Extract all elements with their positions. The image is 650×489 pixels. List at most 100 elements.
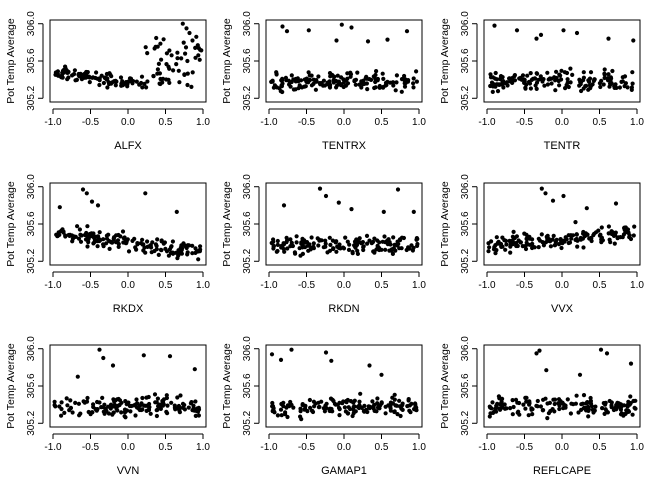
scatter-point <box>397 398 402 403</box>
scatter-point <box>126 249 132 254</box>
scatter-point <box>499 244 504 249</box>
scatter-point <box>316 74 321 79</box>
scatter-point <box>307 77 313 83</box>
scatter-point <box>159 248 164 253</box>
y-tick-label: 305.2 <box>242 85 253 110</box>
y-tick-label: 306.0 <box>242 174 253 199</box>
scatter-point <box>553 243 558 248</box>
scatter-point <box>488 411 493 416</box>
scatter-point <box>305 243 310 248</box>
y-tick-label: 305.6 <box>26 373 37 398</box>
scatter-point <box>282 249 287 254</box>
scatter-point <box>323 244 328 249</box>
y-tick-label: 306.0 <box>26 336 37 361</box>
scatter-point <box>398 413 403 419</box>
y-tick-label: 305.6 <box>26 211 37 236</box>
scatter-point <box>288 399 293 405</box>
scatter-point <box>399 246 404 251</box>
scatter-point <box>196 53 201 58</box>
scatter-point <box>372 236 377 241</box>
scatter-point <box>492 245 497 250</box>
scatter-point <box>105 85 110 90</box>
scatter-point <box>133 413 138 418</box>
scatter-point <box>609 405 614 410</box>
scatter-point <box>193 246 198 251</box>
scatter-point <box>358 404 363 409</box>
scatter-point <box>399 89 404 94</box>
scatter-point <box>632 405 637 410</box>
scatter-point <box>379 247 384 252</box>
y-tick-label: 305.6 <box>242 373 253 398</box>
scatter-point <box>154 400 159 405</box>
scatter-point <box>586 404 591 410</box>
scatter-point <box>300 240 305 246</box>
x-tick-label: -0.5 <box>82 280 100 291</box>
scatter-point <box>179 56 184 61</box>
scatter-point <box>538 74 543 79</box>
scatter-point <box>622 225 627 230</box>
x-tick-label: -0.5 <box>298 117 316 128</box>
scatter-point <box>285 414 290 420</box>
scatter-point <box>522 231 527 236</box>
x-tick-label: 0.5 <box>593 280 607 291</box>
scatter-point <box>339 22 344 27</box>
scatter-point <box>414 79 419 84</box>
scatter-point <box>55 71 60 76</box>
scatter-point <box>341 80 346 85</box>
scatter-point <box>589 404 595 409</box>
scatter-point <box>362 403 367 408</box>
scatter-point <box>492 23 497 28</box>
scatter-point <box>348 70 353 75</box>
scatter-point <box>527 81 533 86</box>
scatter-point <box>309 73 314 78</box>
scatter-point <box>182 407 187 412</box>
scatter-point <box>97 400 102 405</box>
scatter-point <box>298 414 303 419</box>
scatter-point <box>57 232 62 237</box>
scatter-point <box>119 410 124 415</box>
scatter-point <box>605 78 611 83</box>
scatter-point <box>587 76 593 81</box>
scatter-point <box>91 402 96 407</box>
scatter-point <box>606 224 612 229</box>
scatter-point <box>486 249 491 254</box>
scatter-point <box>270 400 275 406</box>
scatter-point <box>325 80 330 85</box>
scatter-point <box>134 247 139 252</box>
scatter-point <box>134 405 140 410</box>
scatter-point <box>81 399 86 404</box>
scatter-point <box>581 393 587 398</box>
scatter-point <box>630 412 635 417</box>
scatter-point <box>610 68 615 74</box>
scatter-point <box>180 21 185 26</box>
scatter-point <box>303 84 308 89</box>
scatter-point <box>497 402 503 407</box>
scatter-point <box>355 70 360 75</box>
scatter-point <box>147 401 152 407</box>
scatter-point <box>524 399 529 404</box>
scatter-point <box>140 407 145 412</box>
scatter-point <box>521 402 526 407</box>
scatter-point <box>534 71 539 76</box>
scatter-point <box>92 235 97 240</box>
scatter-point <box>113 78 118 83</box>
scatter-point <box>319 399 324 404</box>
scatter-point <box>599 237 604 242</box>
scatter-point <box>289 240 294 245</box>
scatter-point <box>519 77 524 82</box>
scatter-point <box>592 408 597 413</box>
scatter-point <box>400 401 405 406</box>
scatter-point <box>317 237 322 242</box>
scatter-point <box>104 241 109 246</box>
y-tick-label: 305.2 <box>460 410 471 435</box>
scatter-point <box>355 248 360 253</box>
scatter-point <box>365 241 370 246</box>
scatter-point <box>530 237 535 242</box>
y-tick-label: 306.0 <box>242 11 253 36</box>
scatter-point <box>552 401 557 407</box>
scatter-point <box>174 62 179 67</box>
scatter-point <box>566 233 571 238</box>
scatter-point <box>628 361 634 366</box>
scatter-point <box>575 238 580 243</box>
scatter-point <box>167 66 172 71</box>
